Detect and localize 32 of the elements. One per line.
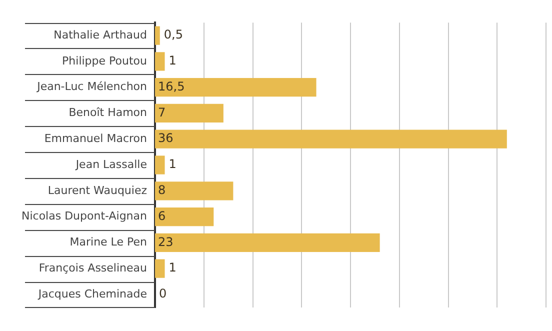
data-label: 1 [168,157,176,172]
y-tick-label: Jean-Luc Mélenchon [36,80,148,94]
bar [155,26,160,45]
y-tick-label: François Asselineau [38,261,147,274]
y-tick-label: Nathalie Arthaud [54,28,147,42]
data-label: 0,5 [164,28,183,42]
data-label: 1 [168,54,176,68]
y-tick-label: Jean Lassalle [74,158,148,171]
y-tick-label: Marine Le Pen [70,236,148,249]
y-tick-label: Nicolas Dupont-Aignan [21,210,148,223]
bar [155,156,165,174]
data-label: 23 [158,234,174,249]
y-tick-label: Emmanuel Macron [44,132,148,145]
bar [155,104,224,123]
bar [155,130,507,148]
y-tick-label: Jacques Cheminade [37,287,148,300]
data-label: 7 [158,105,166,120]
y-tick-label: Philippe Poutou [62,54,147,68]
data-label: 16,5 [158,79,185,94]
bar [155,78,316,97]
bar [155,233,380,252]
data-label: 0 [159,286,167,301]
bar [155,259,165,278]
bar [155,52,165,71]
data-label: 6 [158,208,166,223]
bar [155,182,234,200]
data-label: 36 [158,131,174,146]
y-tick-label: Benoît Hamon [68,106,148,120]
data-label: 8 [158,183,166,198]
bar [155,207,214,226]
data-label: 1 [168,260,176,275]
y-tick-label: Laurent Wauquiez [48,184,148,197]
